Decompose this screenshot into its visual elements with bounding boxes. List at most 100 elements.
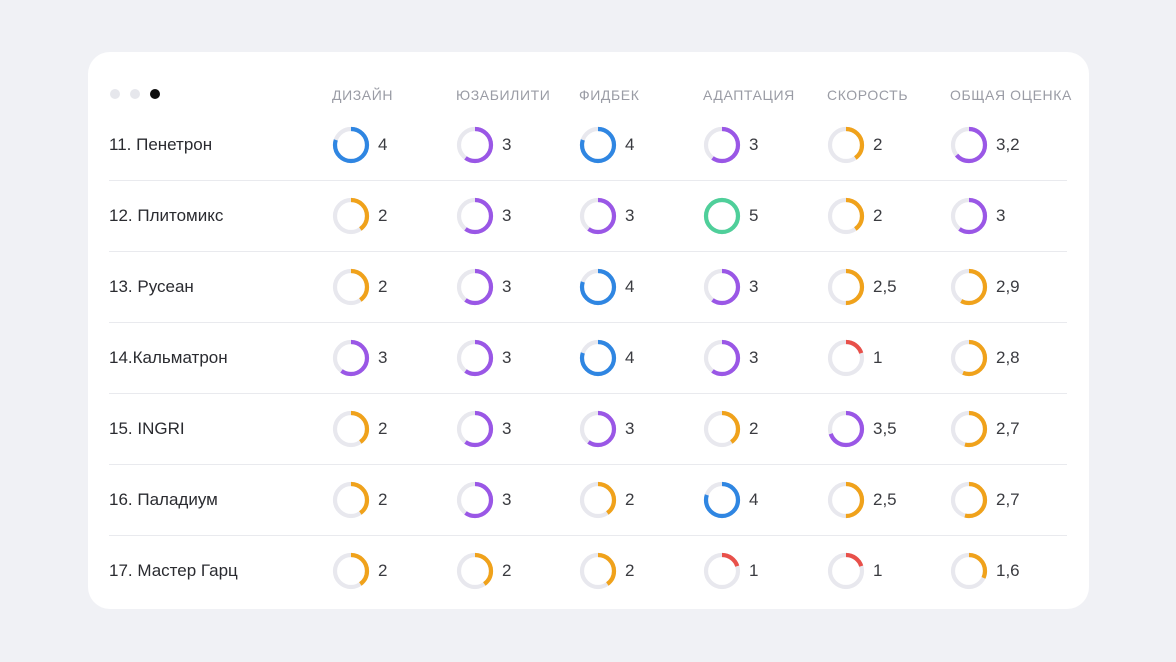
score-ring-icon xyxy=(950,197,988,235)
score-ring-icon xyxy=(827,481,865,519)
score-ring-fill xyxy=(827,126,865,164)
score-cell: 4 xyxy=(579,268,634,306)
score-ring-fill xyxy=(950,410,988,448)
score-ring-fill xyxy=(456,339,494,377)
score-ring-fill xyxy=(827,268,865,306)
score-ring-fill xyxy=(703,481,741,519)
score-ring-fill xyxy=(579,339,617,377)
score-value: 1,6 xyxy=(996,561,1020,580)
score-value: 5 xyxy=(749,206,759,225)
score-value: 3 xyxy=(502,135,512,154)
score-ring-icon xyxy=(703,126,741,164)
score-value: 3 xyxy=(625,419,635,438)
score-value: 4 xyxy=(378,135,388,154)
score-cell: 2 xyxy=(332,268,387,306)
score-value: 1 xyxy=(749,561,759,580)
score-ring-icon xyxy=(827,268,865,306)
score-ring-icon xyxy=(827,552,865,590)
score-cell: 3 xyxy=(703,268,758,306)
score-ring-fill xyxy=(703,552,741,590)
score-value: 3 xyxy=(749,348,759,367)
score-value: 3 xyxy=(502,419,512,438)
table-row: 14.Кальматрон 3 3 4 3 1 2,8 xyxy=(109,322,1067,394)
score-ring-fill xyxy=(456,481,494,519)
score-ring-fill xyxy=(950,268,988,306)
score-value: 2 xyxy=(378,277,388,296)
score-value: 3 xyxy=(378,348,388,367)
score-ring-fill xyxy=(332,339,370,377)
score-value: 4 xyxy=(625,277,635,296)
score-cell: 2,5 xyxy=(827,481,897,519)
score-cell: 1 xyxy=(703,552,758,590)
score-ring-icon xyxy=(827,339,865,377)
score-cell: 3,5 xyxy=(827,410,897,448)
score-cell: 3 xyxy=(332,339,387,377)
score-ring-icon xyxy=(456,410,494,448)
score-value: 2 xyxy=(625,561,635,580)
score-cell: 3 xyxy=(703,339,758,377)
window-dots xyxy=(110,89,160,99)
score-ring-fill xyxy=(703,197,741,235)
score-cell: 2 xyxy=(703,410,758,448)
table-row: 11. Пенетрон 4 3 4 3 2 3,2 xyxy=(109,109,1067,181)
score-ring-fill xyxy=(579,268,617,306)
score-ring-fill xyxy=(950,126,988,164)
row-name: 11. Пенетрон xyxy=(109,135,213,154)
score-value: 3 xyxy=(502,348,512,367)
score-cell: 3 xyxy=(579,410,634,448)
score-ring-icon xyxy=(950,339,988,377)
row-name: 13. Русеан xyxy=(109,277,194,296)
score-cell: 3,2 xyxy=(950,126,1020,164)
score-ring-fill xyxy=(703,268,741,306)
score-ring-fill xyxy=(827,410,865,448)
score-cell: 2 xyxy=(332,410,387,448)
score-ring-fill xyxy=(579,126,617,164)
score-ring-fill xyxy=(332,481,370,519)
score-value: 2 xyxy=(378,490,388,509)
score-ring-fill xyxy=(456,268,494,306)
score-ring-icon xyxy=(332,552,370,590)
window-dot-3[interactable] xyxy=(150,89,160,99)
score-value: 3 xyxy=(502,206,512,225)
score-value: 4 xyxy=(625,135,635,154)
score-cell: 2 xyxy=(579,481,634,519)
score-cell: 2 xyxy=(332,552,387,590)
score-value: 4 xyxy=(749,490,759,509)
score-ring-icon xyxy=(332,197,370,235)
window-dot-1[interactable] xyxy=(110,89,120,99)
score-ring-fill xyxy=(950,552,988,590)
score-ring-icon xyxy=(950,126,988,164)
score-value: 1 xyxy=(873,348,883,367)
score-ring-fill xyxy=(332,126,370,164)
score-cell: 2 xyxy=(827,126,882,164)
score-value: 3 xyxy=(502,490,512,509)
score-cell: 2 xyxy=(579,552,634,590)
score-cell: 5 xyxy=(703,197,758,235)
score-cell: 4 xyxy=(579,126,634,164)
score-cell: 1 xyxy=(827,339,882,377)
score-cell: 2 xyxy=(827,197,882,235)
score-ring-icon xyxy=(703,197,741,235)
score-ring-icon xyxy=(950,481,988,519)
score-ring-icon xyxy=(703,410,741,448)
score-ring-fill xyxy=(950,481,988,519)
row-name: 12. Плитомикс xyxy=(109,206,224,225)
score-ring-icon xyxy=(332,339,370,377)
score-cell: 2,9 xyxy=(950,268,1020,306)
score-value: 4 xyxy=(625,348,635,367)
score-ring-fill xyxy=(332,197,370,235)
score-ring-fill xyxy=(703,339,741,377)
score-cell: 4 xyxy=(579,339,634,377)
score-value: 2 xyxy=(502,561,512,580)
row-name: 17. Мастер Гарц xyxy=(109,561,238,580)
table-row: 17. Мастер Гарц 2 2 2 1 1 1,6 xyxy=(109,535,1067,606)
table-row: 15. INGRI 2 3 3 2 3,5 2,7 xyxy=(109,393,1067,465)
score-ring-fill xyxy=(950,339,988,377)
score-value: 2,7 xyxy=(996,490,1020,509)
score-ring-fill xyxy=(332,410,370,448)
score-ring-icon xyxy=(332,268,370,306)
score-ring-icon xyxy=(579,481,617,519)
score-ring-fill xyxy=(332,268,370,306)
window-dot-2[interactable] xyxy=(130,89,140,99)
score-value: 3 xyxy=(625,206,635,225)
